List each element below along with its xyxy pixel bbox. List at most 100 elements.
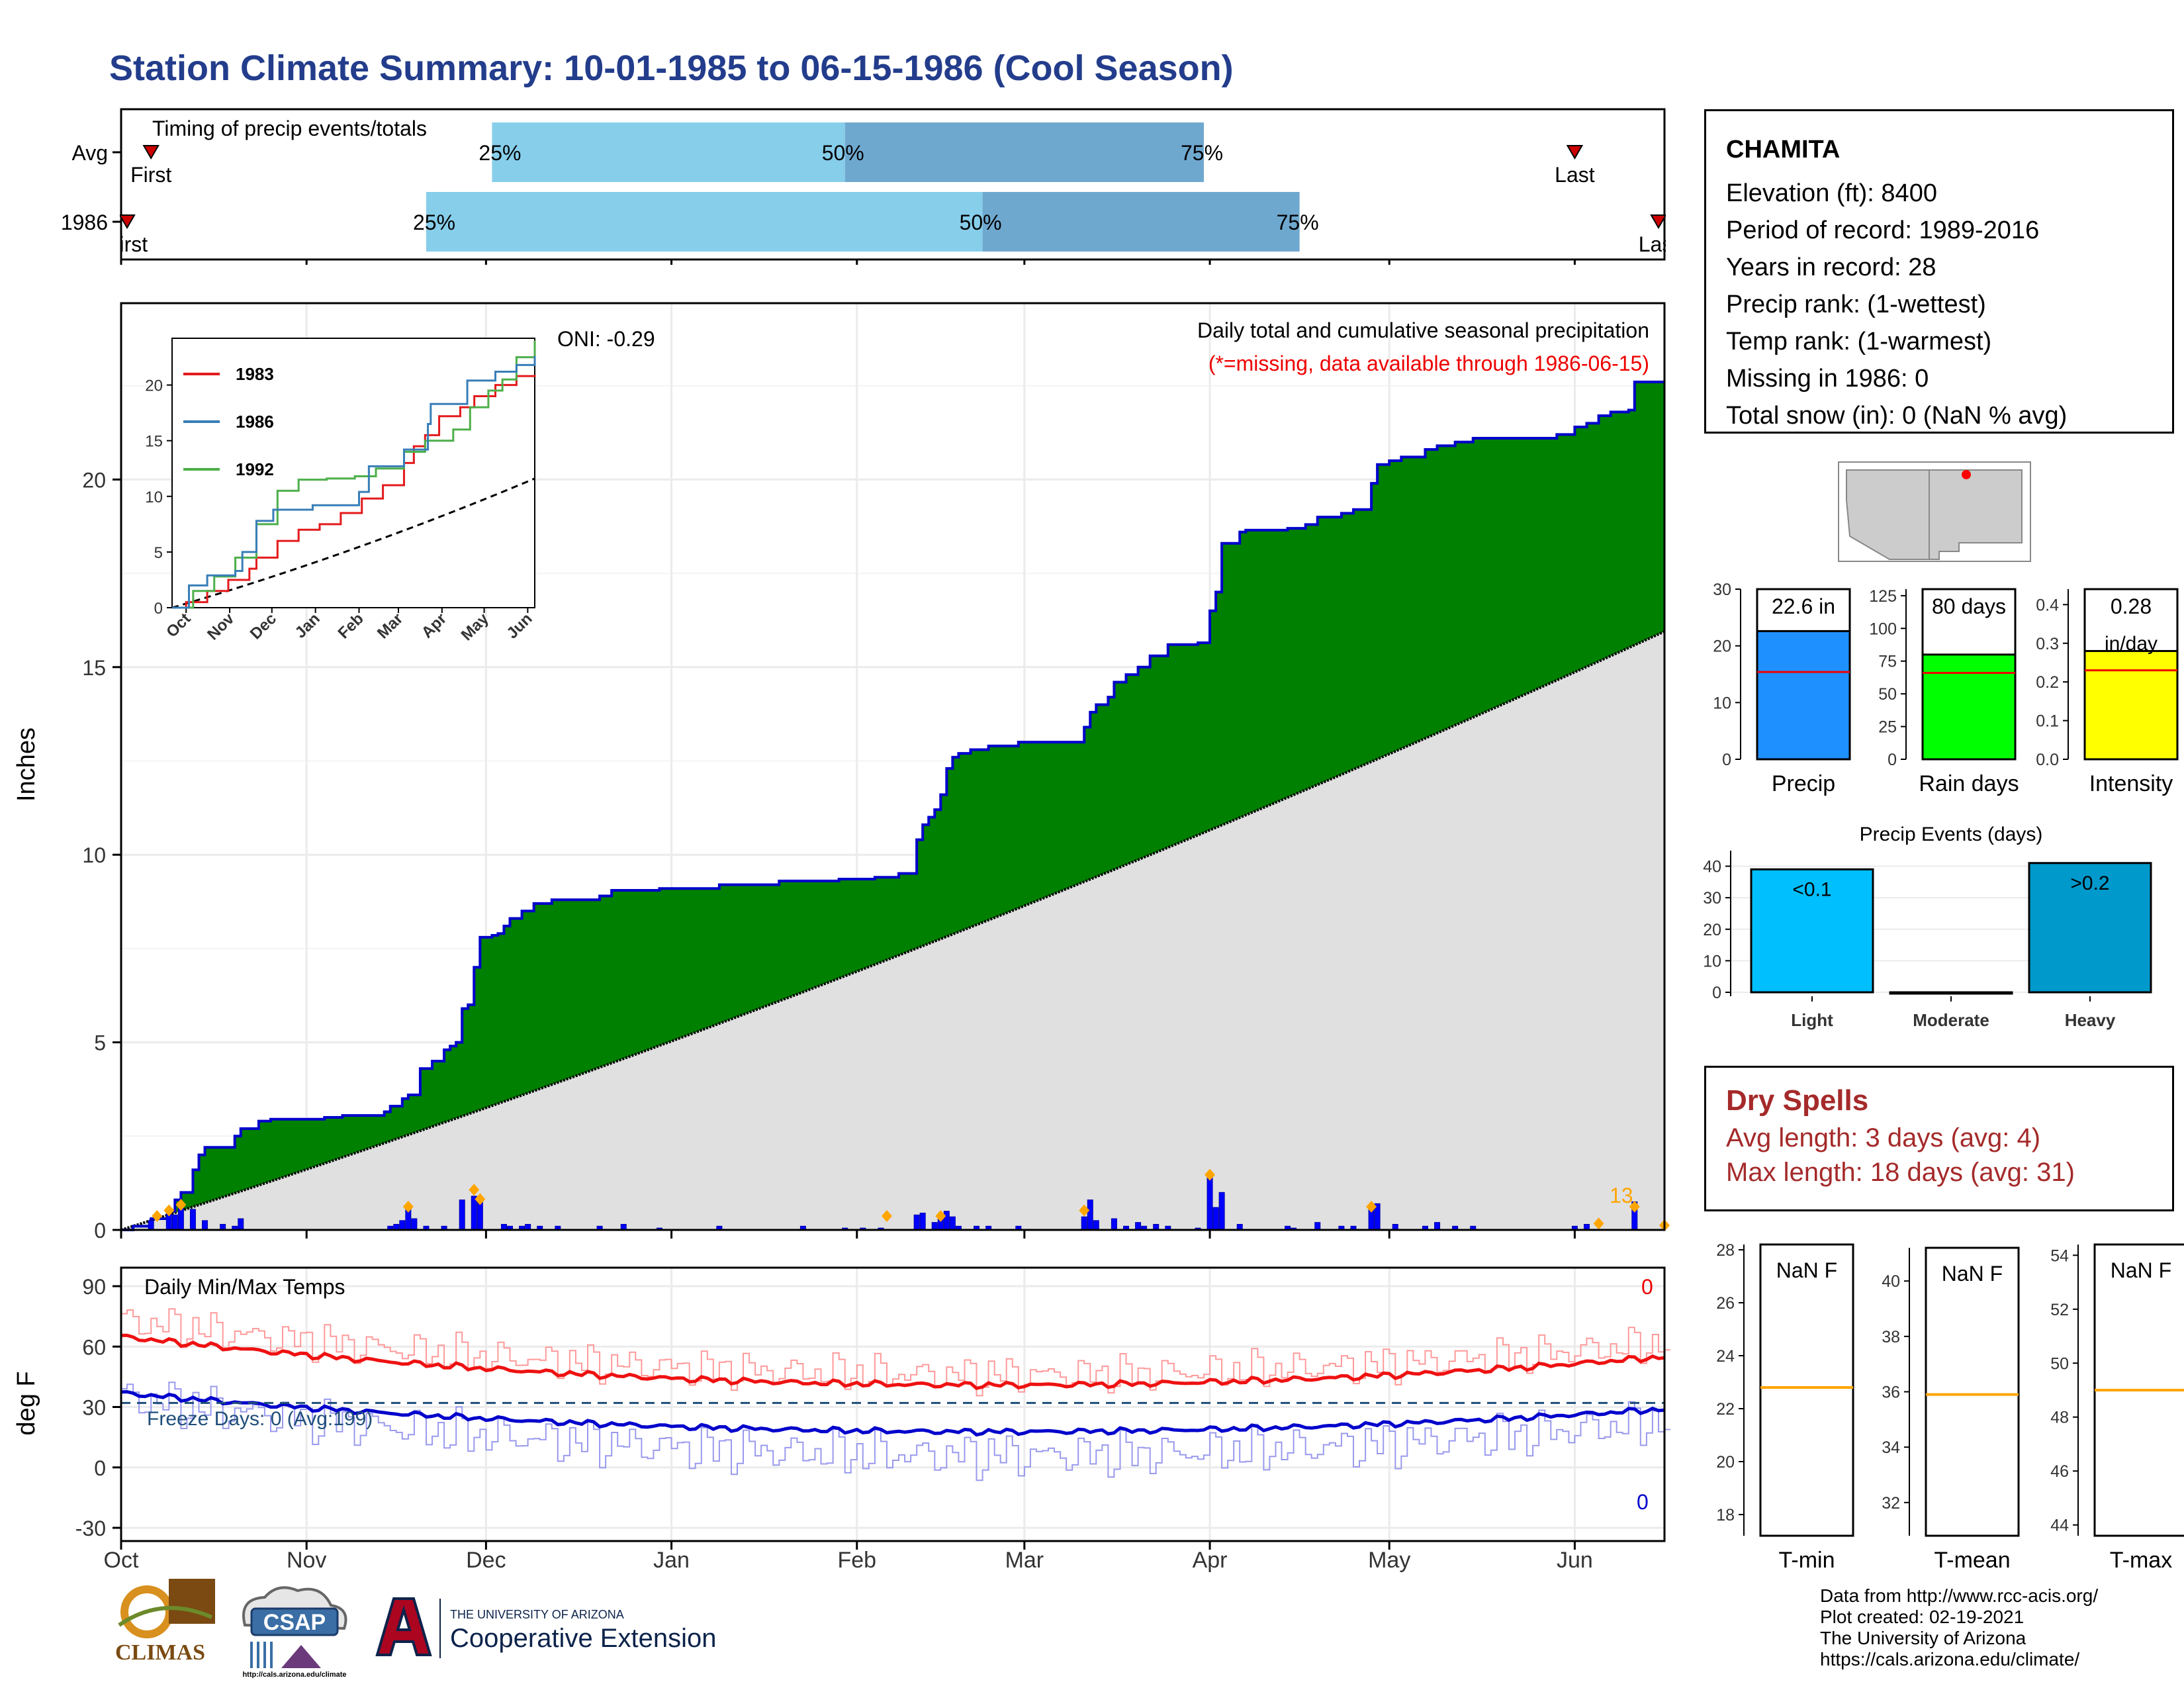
precip-y-tick-label: 10 [82, 843, 106, 867]
event-marker [469, 1184, 480, 1196]
inset-y-tick-label: 20 [145, 377, 163, 395]
daily-precip-bar [1314, 1222, 1321, 1231]
temp-box-category-label: T-mean [1934, 1548, 2010, 1573]
timing-panel: Timing of precip events/totals Avg 25% 50%… [0, 106, 1681, 265]
timing-p25-label: 25% [478, 141, 521, 165]
stat-y-tick-label: 50 [1878, 685, 1897, 704]
station-name: CHAMITA [1726, 136, 1841, 164]
events-category-label: Moderate [1913, 1010, 1989, 1030]
precip-subtitle: Daily total and cumulative seasonal prec… [1197, 318, 1649, 342]
temp-box-y-tick-label: 36 [1882, 1383, 1900, 1402]
temp-panel: Daily Min/Max Temps deg F Freeze Days: 0… [13, 1266, 1670, 1572]
stat-y-tick-label: 100 [1869, 620, 1897, 638]
precip-y-tick-label: 0 [94, 1219, 106, 1241]
daily-precip-bar [459, 1199, 465, 1231]
timing-bar-25-50 [492, 122, 845, 182]
daily-precip-bar [943, 1211, 950, 1231]
stat-value-bar [1756, 630, 1851, 761]
month-tick-label: Apr [1193, 1548, 1228, 1572]
daily-precip-bar [148, 1220, 154, 1231]
temp-boxes-panel: 18 20 22 24 26 28 NaN F T-min 32 34 36 38 40 NaN F T-m… [1716, 1241, 2184, 1573]
last-event-marker [1566, 145, 1584, 160]
temp-y-tick-label: 0 [94, 1456, 106, 1480]
events-bar [2028, 862, 2152, 994]
stat-y-tick-label: 75 [1878, 653, 1897, 671]
inset-average-line [171, 477, 535, 609]
station-missing: Missing in 1986: 0 [1726, 365, 1929, 393]
temp-box-frame [1759, 1243, 1854, 1537]
stat-category-label: Intensity [2089, 771, 2173, 796]
inset-series-1986 [172, 355, 536, 609]
first-event-label: First [130, 163, 171, 187]
event-marker [175, 1198, 187, 1211]
daily-precip-bar [471, 1196, 477, 1231]
event-marker [1629, 1200, 1640, 1213]
temp-box-y-tick-label: 32 [1882, 1494, 1900, 1513]
month-tick-label: Dec [466, 1548, 506, 1572]
event-marker [475, 1193, 486, 1205]
station-temp-rank: Temp rank: (1-warmest) [1726, 328, 1992, 355]
event-marker [1366, 1200, 1377, 1213]
events-bar [1889, 991, 2013, 995]
daily-precip-bar [1434, 1222, 1441, 1231]
last-event-label: Last [1555, 163, 1595, 187]
daily-precip-bar [171, 1214, 178, 1231]
inset-legend-label: 1983 [236, 364, 274, 384]
precip-y-tick-label: 15 [82, 656, 106, 680]
daily-precip-bar [1093, 1220, 1099, 1231]
stat-y-tick-label: 0.0 [2036, 751, 2059, 769]
min-count: 0 [1637, 1490, 1649, 1514]
oni-label: ONI: -0.29 [557, 327, 655, 351]
stat-y-tick-label: 125 [1869, 587, 1897, 606]
inset-y-tick-label: 5 [154, 544, 163, 562]
stat-y-tick-label: 0 [1722, 751, 1731, 769]
inset-y-tick-label: 0 [154, 600, 163, 618]
month-tick-label: Mar [1005, 1548, 1044, 1572]
event-count-label: 13 [1610, 1184, 1633, 1207]
temp-box-y-tick-label: 52 [2050, 1301, 2069, 1319]
temp-box-value-label: NaN F [1776, 1258, 1837, 1282]
dry-spells-title: Dry Spells [1726, 1084, 1869, 1117]
above-average-area [121, 382, 1664, 1230]
daily-precip-bar [399, 1220, 406, 1231]
temp-title: Daily Min/Max Temps [144, 1275, 345, 1299]
ua-block-a [375, 1597, 432, 1656]
dry-spells-max: Max length: 18 days (avg: 31) [1726, 1158, 2075, 1187]
timing-title: Timing of precip events/totals [152, 117, 427, 140]
precip-ylabel: Inches [13, 727, 40, 802]
temp-box-y-tick-label: 28 [1716, 1241, 1735, 1260]
events-bar-label: <0.1 [1792, 878, 1831, 900]
daily-precip-bar [1135, 1222, 1142, 1231]
last-event-marker [1650, 214, 1667, 229]
timing-p50-label: 50% [822, 141, 864, 165]
daily-precip-bar [949, 1216, 956, 1231]
event-marker [1205, 1168, 1216, 1181]
station-info-box: CHAMITA Elevation (ft): 8400 Period of r… [1704, 109, 2174, 434]
events-title: Precip Events (days) [1860, 823, 2043, 845]
daily-precip-bar [931, 1222, 938, 1231]
temp-box-value-label: NaN F [1942, 1262, 2003, 1286]
events-bar [1750, 868, 1874, 994]
temp-frame [120, 1266, 1666, 1542]
daily-precip-bar [1206, 1177, 1213, 1231]
credit-line: Data from http://www.rcc-acis.org/ [1820, 1585, 2099, 1606]
timing-p50-label: 50% [960, 211, 1002, 234]
timing-p75-label: 75% [1181, 141, 1223, 165]
events-category-label: Light [1791, 1010, 1833, 1030]
credit-line: The University of Arizona [1820, 1628, 2026, 1648]
csap-logo: CSAP http://cals.arizona.edu/climate [242, 1586, 347, 1678]
credit-line: https://cals.arizona.edu/climate/ [1820, 1649, 2080, 1669]
event-marker [1593, 1217, 1604, 1230]
daily-precip-bar [1212, 1207, 1219, 1231]
temp-box-category-label: T-max [2110, 1548, 2172, 1573]
temp-box-category-label: T-min [1779, 1548, 1835, 1573]
max-count: 0 [1641, 1275, 1653, 1299]
daily-precip-bar [477, 1201, 483, 1231]
daily-min-line [121, 1382, 1670, 1481]
temp-box-y-tick-label: 22 [1716, 1400, 1735, 1419]
stat-category-label: Precip [1772, 771, 1835, 796]
stat-y-tick-label: 0.1 [2036, 712, 2059, 731]
daily-precip-bar [1081, 1216, 1087, 1231]
observed-cumulative-line [121, 381, 1664, 1231]
temp-y-tick-label: 30 [82, 1396, 106, 1420]
